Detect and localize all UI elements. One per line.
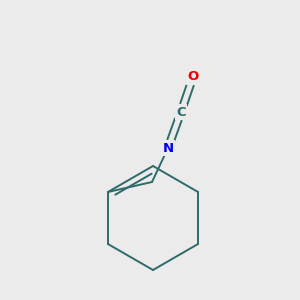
Text: N: N — [162, 142, 174, 154]
Text: C: C — [176, 106, 186, 118]
Text: O: O — [188, 70, 199, 83]
